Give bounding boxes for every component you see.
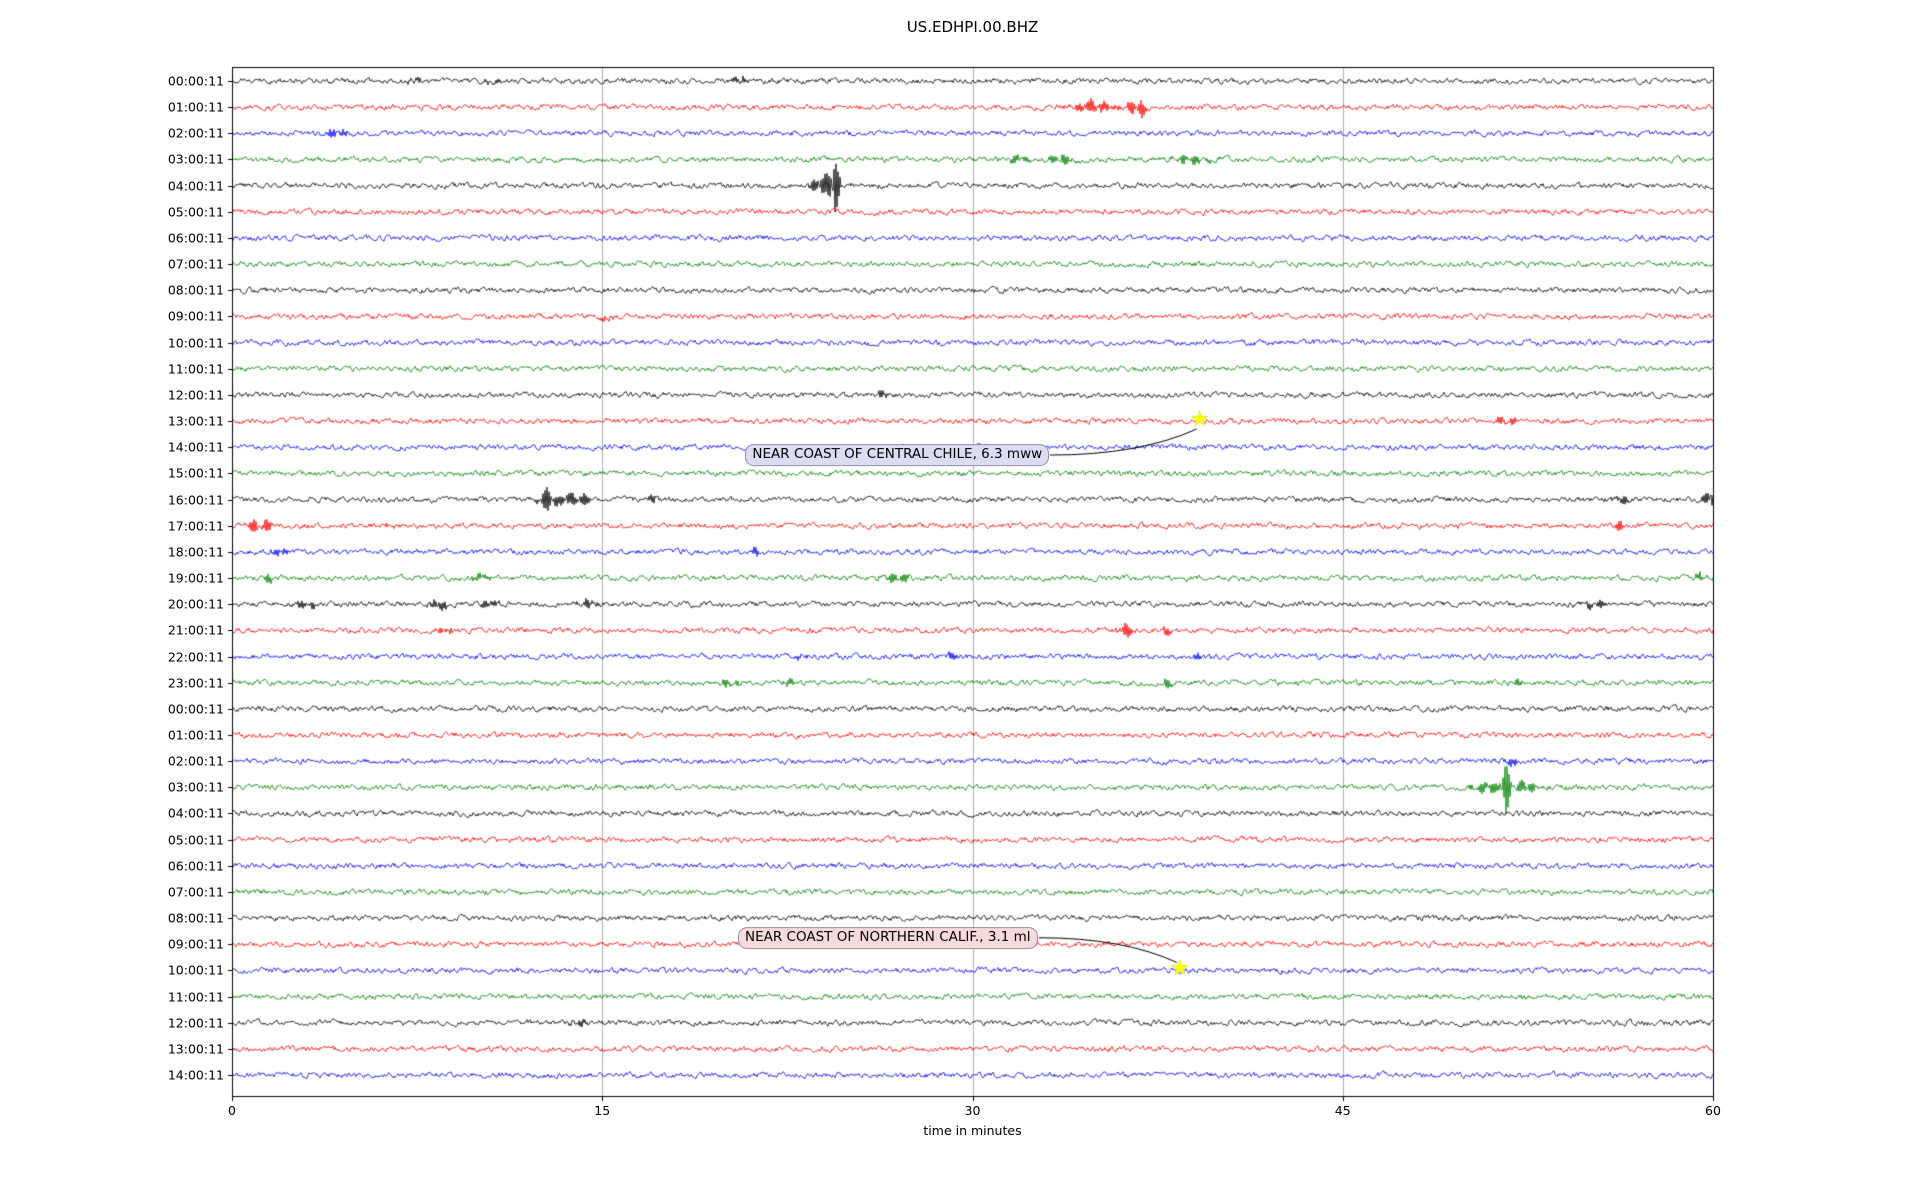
row-time-label: 14:00:11 — [167, 439, 224, 455]
row-time-label: 03:00:11 — [167, 151, 224, 167]
row-time-label: 11:00:11 — [167, 989, 224, 1005]
row-time-label: 16:00:11 — [167, 492, 224, 508]
row-time-label: 04:00:11 — [167, 178, 224, 194]
row-time-label: 00:00:11 — [167, 701, 224, 717]
row-time-label: 07:00:11 — [167, 884, 224, 900]
x-tick-label: 60 — [1705, 1103, 1721, 1118]
row-time-label: 05:00:11 — [167, 204, 224, 220]
row-time-label: 15:00:11 — [167, 465, 224, 481]
row-time-label: 02:00:11 — [167, 125, 224, 141]
row-time-label: 06:00:11 — [167, 858, 224, 874]
x-tick-label: 30 — [964, 1103, 981, 1118]
event-star-icon: ★ — [1169, 956, 1190, 982]
row-time-label: 05:00:11 — [167, 832, 224, 848]
x-axis-title: time in minutes — [923, 1123, 1022, 1138]
row-time-label: 02:00:11 — [167, 753, 224, 769]
row-time-label: 13:00:11 — [167, 1041, 224, 1057]
row-time-label: 00:00:11 — [167, 73, 224, 89]
row-time-label: 12:00:11 — [167, 1015, 224, 1031]
row-time-label: 14:00:11 — [167, 1067, 224, 1083]
row-time-label: 09:00:11 — [167, 936, 224, 952]
row-time-label: 09:00:11 — [167, 308, 224, 324]
event-annotation: NEAR COAST OF CENTRAL CHILE, 6.3 mww — [745, 444, 1050, 467]
row-time-label: 06:00:11 — [167, 230, 224, 246]
row-time-label: 10:00:11 — [167, 962, 224, 978]
x-tick-label: 0 — [228, 1103, 236, 1118]
row-time-label: 13:00:11 — [167, 413, 224, 429]
event-annotation: NEAR COAST OF NORTHERN CALIF., 3.1 ml — [738, 926, 1038, 949]
plot-title: US.EDHPI.00.BHZ — [906, 18, 1039, 36]
row-time-label: 01:00:11 — [167, 99, 224, 115]
row-time-label: 18:00:11 — [167, 544, 224, 560]
x-tick-label: 15 — [594, 1103, 611, 1118]
row-time-label: 08:00:11 — [167, 910, 224, 926]
row-time-label: 20:00:11 — [167, 596, 224, 612]
row-time-label: 11:00:11 — [167, 361, 224, 377]
row-time-label: 03:00:11 — [167, 779, 224, 795]
row-time-label: 22:00:11 — [167, 649, 224, 665]
row-time-label: 17:00:11 — [167, 518, 224, 534]
row-time-label: 12:00:11 — [167, 387, 224, 403]
row-time-label: 07:00:11 — [167, 256, 224, 272]
row-time-label: 10:00:11 — [167, 335, 224, 351]
x-tick-label: 45 — [1334, 1103, 1351, 1118]
row-time-label: 01:00:11 — [167, 727, 224, 743]
row-time-label: 21:00:11 — [167, 622, 224, 638]
row-time-label: 08:00:11 — [167, 282, 224, 298]
event-star-icon: ★ — [1189, 407, 1210, 433]
row-time-label: 19:00:11 — [167, 570, 224, 586]
row-time-label: 23:00:11 — [167, 675, 224, 691]
row-time-label: 04:00:11 — [167, 805, 224, 821]
